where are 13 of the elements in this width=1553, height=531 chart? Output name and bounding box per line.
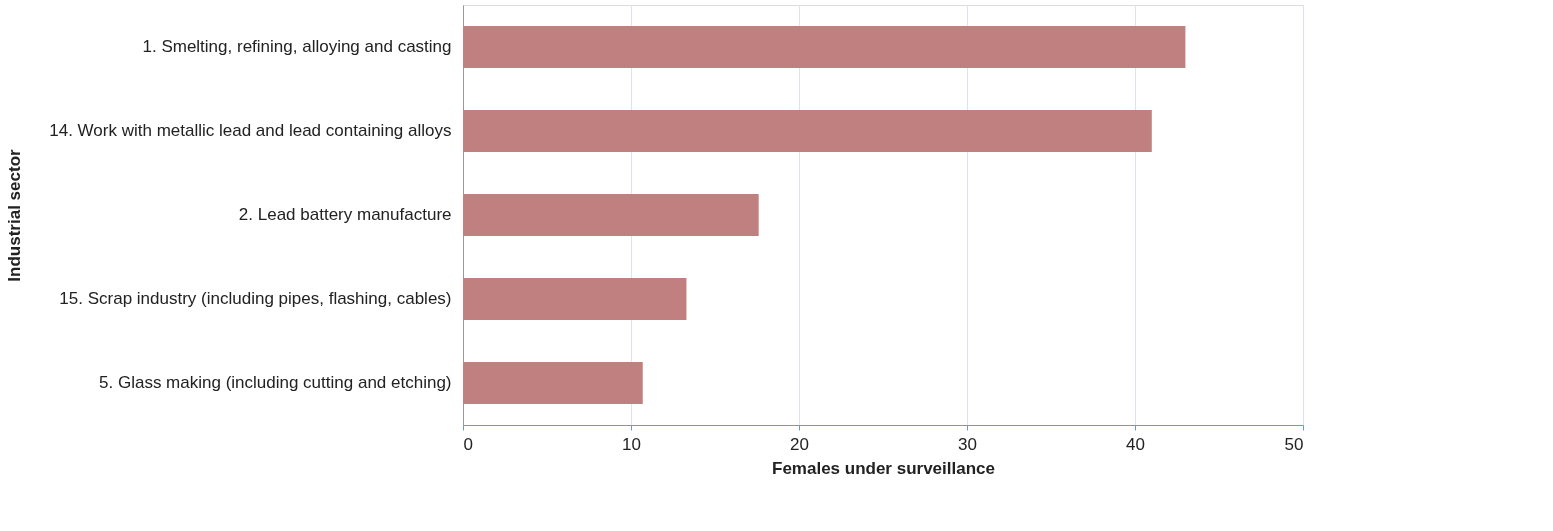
x-tick-label: 50 [1284,434,1304,454]
x-axis-title: Females under surveillance [772,458,995,478]
x-tick-label: 0 [463,434,473,454]
x-tick-label: 30 [958,434,977,454]
x-tick-label: 10 [622,434,641,454]
y-tick-label: 14. Work with metallic lead and lead containing alloys [49,121,452,140]
y-tick-label: 2. Lead battery manufacture [238,205,452,224]
x-tick-label: 40 [1126,434,1145,454]
y-tick-label: 1. Smelting, refining, alloying and casting [142,37,452,56]
x-tick-label: 20 [790,434,809,454]
y-tick-label: 5. Glass making (including cutting and etching) [99,373,452,392]
y-axis-title: Industrial sector [4,148,24,282]
y-tick-label: 15. Scrap industry (including pipes, flashing, cables) [59,289,452,308]
